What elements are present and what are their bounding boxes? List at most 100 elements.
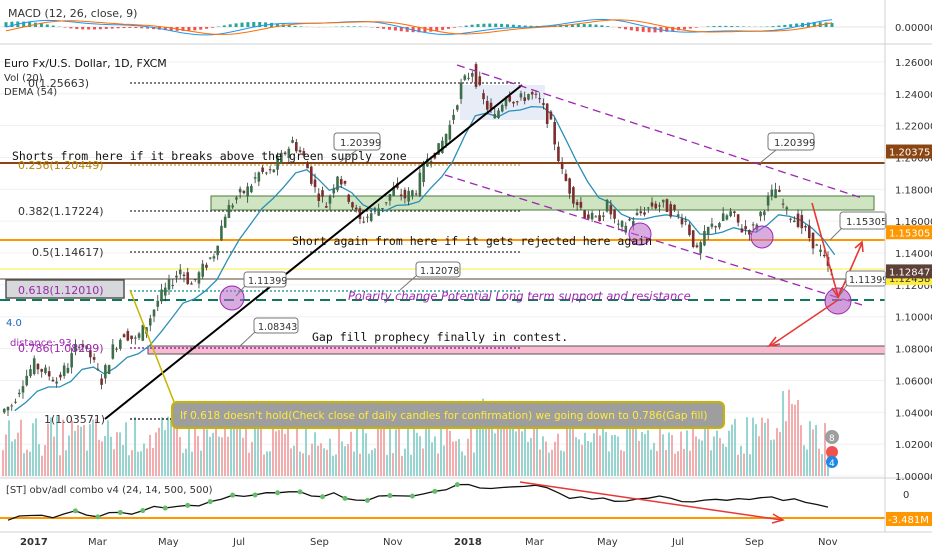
volume-bar [674,454,676,476]
candle-body [520,93,523,97]
volume-bar [692,422,694,476]
candle-body [658,205,661,206]
volume-bar [419,436,421,476]
volume-bar [521,431,523,476]
candle-body [553,122,556,144]
candle-body [29,369,32,376]
macd-hist-bar [689,27,692,29]
volume-bar [50,418,52,476]
candle-body [613,209,616,218]
candle-body [711,224,714,227]
callout-label: 1.15305 [846,217,887,228]
macd-hist-bar [46,25,49,27]
candle-body [70,353,73,367]
candle-body [804,226,807,227]
candle-body [610,205,613,214]
touch-circle-3[interactable] [751,226,773,248]
volume-bar [38,444,40,476]
volume-bar [638,441,640,476]
volume-bar [185,449,187,476]
candle-body [493,114,496,118]
candle-body [478,76,481,85]
vol-legend: Vol (20) [4,73,43,84]
volume-bar [17,433,19,476]
volume-bar [473,452,475,476]
candle-body [104,365,107,378]
volume-bar [557,434,559,476]
macd-hist-bar [789,24,792,27]
price-axis[interactable]: 0.000000 1.260001.240001.220001.200001.1… [885,0,932,532]
volume-bar [575,437,577,476]
green-supply-zone[interactable] [211,196,874,210]
macd-hist-bar [347,26,350,27]
candle-body [381,208,384,209]
candle-body [314,180,317,188]
volume-bar [68,436,70,476]
obv-dot [140,508,145,513]
volume-bar [470,422,472,476]
volume-bar [563,451,565,476]
volume-bar [800,425,802,476]
candle-body [258,172,261,181]
candle-body [228,205,231,218]
volume-bar [683,449,685,476]
candle-body [729,211,732,216]
macd-hist-bar [595,25,598,27]
volume-bar [449,431,451,476]
price-pane[interactable]: Shorts from here if it breaks above the … [0,46,888,476]
volume-bar [728,431,730,476]
candle-body [336,177,339,191]
touch-circle-4[interactable] [825,288,851,314]
obv-pane[interactable]: [ST] obv/adl combo v4 (24, 14, 500, 500) [0,479,885,531]
candle-body [778,190,781,192]
gap-fill-zone[interactable] [148,346,885,354]
volume-bar [8,420,10,476]
candle-body [224,217,227,228]
candle-body [198,272,201,283]
candle-body [636,213,639,215]
volume-bar [62,420,64,476]
volume-bar [20,420,22,476]
candle-body [25,376,28,385]
volume-bar [617,436,619,476]
candle-body [774,189,777,198]
macd-hist-bar [654,27,657,32]
candle-body [18,393,21,394]
volume-bar [395,429,397,476]
candle-body [213,256,216,258]
volume-bar [659,428,661,476]
fib-label-0236: 0.236(1.20449) [18,159,104,172]
candle-body [486,101,489,110]
candle-body [550,112,553,120]
macd-pane[interactable]: MACD (12, 26, close, 9) [0,0,885,44]
macd-hist-bar [577,24,580,27]
macd-hist-bar [636,27,639,31]
candle-body [726,215,729,219]
candle-body [692,230,695,247]
fib-label-0382: 0.382(1.17224) [18,205,104,218]
volume-bar [164,430,166,476]
macd-hist-bar [683,27,686,29]
candle-body [677,214,680,216]
volume-bar [119,432,121,476]
volume-bar [461,451,463,476]
candle-body [347,195,350,202]
y-tick-label: 1.10000 [895,313,932,324]
candle-body [445,134,448,145]
candle-body [718,223,721,227]
macd-hist-bar [382,27,385,29]
candle-body [538,98,541,99]
touch-circle-1[interactable] [220,286,244,310]
candle-body [452,115,455,120]
macd-hist-bar [270,23,273,27]
volume-bar [440,427,442,476]
candle-body [370,213,373,221]
macd-hist-bar [589,24,592,27]
macd-hist-bar [394,27,397,31]
macd-hist-bar [447,27,450,29]
candle-body [7,407,10,410]
candle-body [168,279,171,290]
